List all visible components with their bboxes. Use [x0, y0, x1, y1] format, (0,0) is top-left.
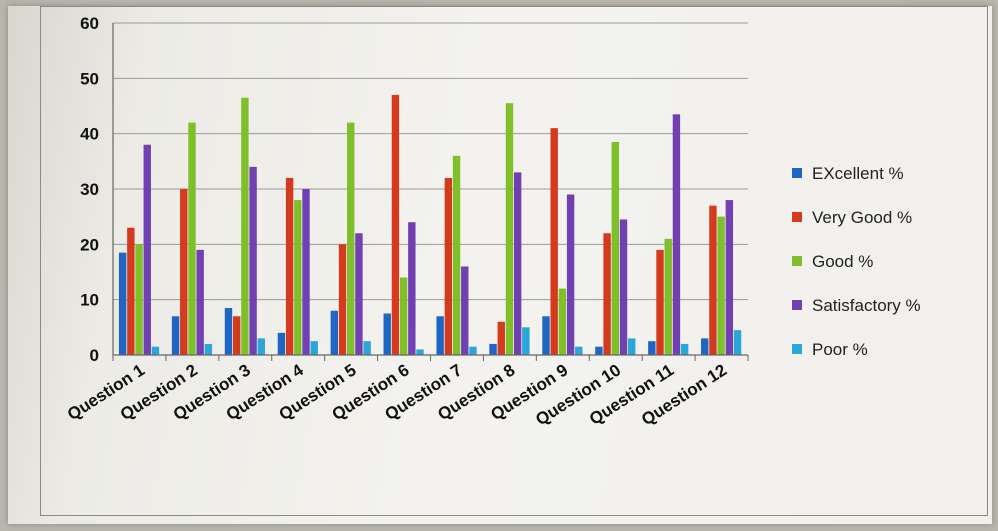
bar-1-7 — [436, 316, 444, 355]
bar-4-11 — [672, 114, 681, 355]
gridlines — [113, 22, 748, 301]
bar-5-3 — [257, 338, 265, 355]
bar-3-12 — [717, 216, 725, 355]
bar-5-8 — [522, 327, 530, 355]
bar-1-8 — [489, 343, 497, 355]
bar-3-9 — [558, 288, 567, 355]
bar-2-11 — [656, 249, 664, 355]
bar-1-1 — [118, 252, 127, 355]
bar-3-6 — [399, 277, 408, 355]
legend-swatch-5 — [792, 344, 802, 354]
bar-3-8 — [505, 103, 514, 355]
legend-swatch-1 — [792, 168, 802, 178]
bar-2-5 — [338, 244, 347, 355]
bar-5-12 — [733, 330, 742, 355]
bar-5-9 — [575, 346, 583, 355]
bar-3-10 — [611, 141, 620, 355]
bar-1-6 — [383, 313, 391, 355]
bar-1-12 — [701, 338, 709, 355]
bar-5-11 — [680, 343, 689, 355]
bar-2-6 — [391, 94, 400, 356]
y-tick-label: 20 — [80, 235, 99, 254]
chart-frame — [40, 6, 988, 516]
bar-3-7 — [452, 155, 461, 355]
legend-label-4: Satisfactory % — [812, 296, 921, 315]
bar-2-7 — [444, 177, 453, 355]
bar-1-4 — [277, 332, 286, 355]
legend-swatch-4 — [792, 300, 802, 310]
bar-3-5 — [347, 122, 355, 355]
bar-4-6 — [408, 222, 416, 355]
bar-3-3 — [241, 97, 249, 355]
legend-label-5: Poor % — [812, 340, 868, 359]
y-tick-label: 60 — [80, 14, 99, 33]
bar-3-11 — [664, 238, 672, 355]
bar-2-8 — [497, 321, 505, 355]
y-tick-label: 30 — [80, 180, 99, 199]
legend-label-3: Good % — [812, 252, 873, 271]
bar-1-2 — [171, 316, 180, 355]
bar-4-3 — [249, 166, 257, 355]
bar-1-5 — [330, 310, 339, 355]
bar-1-10 — [595, 346, 603, 355]
bar-4-10 — [619, 219, 628, 355]
bar-2-12 — [709, 205, 717, 355]
bar-5-6 — [416, 349, 424, 355]
bar-3-2 — [188, 122, 196, 355]
y-tick-label: 10 — [80, 291, 99, 310]
legend: EXcellent % Very Good % Good % Satisfactory… — [792, 164, 921, 359]
bar-3-4 — [294, 200, 302, 355]
y-axis: 0 10 20 30 40 50 60 — [80, 14, 114, 365]
bar-4-8 — [513, 172, 522, 355]
bar-1-3 — [224, 307, 233, 355]
legend-label-1: EXcellent % — [812, 164, 904, 183]
bar-2-2 — [180, 189, 188, 355]
bar-4-12 — [725, 200, 734, 355]
bar-4-1 — [143, 144, 151, 355]
legend-swatch-3 — [792, 256, 802, 266]
bar-5-10 — [628, 338, 636, 355]
bar-2-9 — [550, 128, 558, 355]
bar-4-2 — [196, 249, 204, 355]
bar-5-5 — [363, 341, 371, 355]
bar-5-2 — [204, 343, 213, 355]
bar-2-10 — [603, 233, 611, 355]
chart-paper — [8, 6, 992, 524]
bar-1-11 — [648, 341, 656, 355]
bar-4-7 — [461, 266, 469, 355]
bar-2-1 — [127, 227, 135, 355]
legend-swatch-2 — [792, 212, 802, 222]
y-tick-label: 50 — [80, 69, 99, 88]
bar-2-3 — [232, 316, 241, 355]
bar-5-4 — [310, 341, 318, 355]
y-tick-label: 0 — [90, 346, 99, 365]
bar-3-1 — [135, 244, 143, 355]
bar-1-9 — [542, 316, 550, 355]
bar-5-1 — [151, 346, 160, 355]
bar-4-9 — [566, 194, 575, 355]
bars — [118, 94, 742, 356]
bar-2-4 — [285, 177, 294, 355]
bar-4-5 — [355, 233, 363, 355]
bar-4-4 — [302, 189, 310, 355]
y-tick-label: 40 — [80, 125, 99, 144]
legend-label-2: Very Good % — [812, 208, 912, 227]
bar-5-7 — [469, 346, 477, 355]
